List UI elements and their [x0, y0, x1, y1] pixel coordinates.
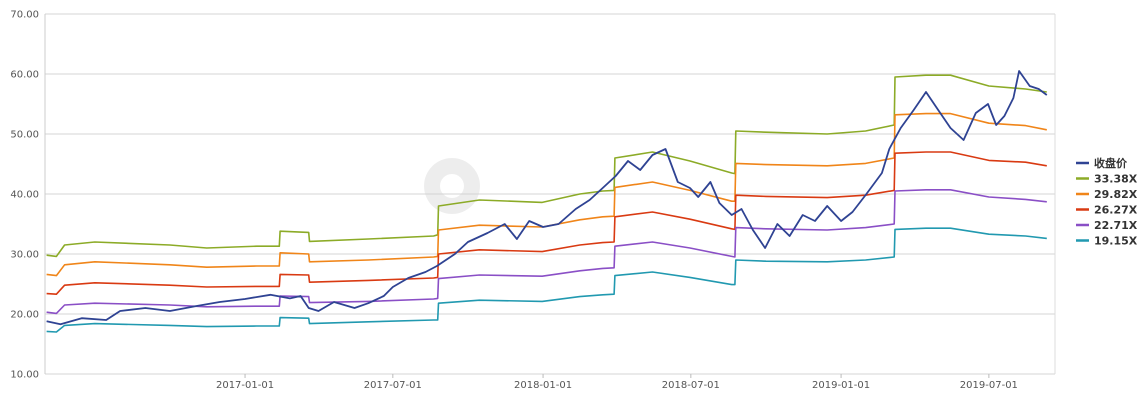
legend-item[interactable]: 29.82X [1076, 188, 1138, 201]
legend-label: 33.38X [1094, 173, 1138, 186]
legend-item[interactable]: 26.27X [1076, 204, 1138, 217]
y-tick-label: 20.00 [10, 310, 39, 321]
legend-item[interactable]: 19.15X [1076, 235, 1138, 248]
x-tick-label: 2018-07-01 [662, 380, 720, 391]
y-axis-ticks: 10.00 20.00 30.00 40.00 50.00 60.00 70.00 [10, 10, 39, 381]
watermark [424, 158, 480, 214]
legend-label: 22.71X [1094, 219, 1138, 232]
legend-item[interactable]: 33.38X [1076, 173, 1138, 186]
series-lines [46, 70, 1048, 333]
x-tick-label: 2019-07-01 [960, 380, 1018, 391]
series-line-pe-29-82x [46, 112, 1047, 277]
x-tick-label: 2017-01-01 [216, 380, 274, 391]
plot-frame [44, 14, 1056, 374]
x-tick-label: 2018-01-01 [514, 380, 572, 391]
y-tick-label: 10.00 [10, 370, 39, 381]
legend-label: 19.15X [1094, 235, 1138, 248]
y-tick-label: 60.00 [10, 70, 39, 81]
x-axis-ticks: 2017-01-01 2017-07-01 2018-01-01 2018-07-01… [216, 374, 1018, 391]
legend-item[interactable]: 22.71X [1076, 219, 1138, 232]
y-tick-label: 30.00 [10, 250, 39, 261]
legend-label: 29.82X [1094, 188, 1138, 201]
y-gridlines [45, 13, 1055, 375]
series-line-pe-26-27x [46, 151, 1047, 295]
y-tick-label: 70.00 [10, 10, 39, 21]
y-tick-label: 40.00 [10, 190, 39, 201]
legend[interactable]: 收盘价 33.38X 29.82X 26.27X 22.71X 19.15X [1076, 156, 1138, 248]
legend-label: 26.27X [1094, 204, 1138, 217]
x-tick-label: 2017-07-01 [364, 380, 422, 391]
watermark-logo-inner [440, 174, 464, 198]
legend-label: 收盘价 [1094, 156, 1128, 170]
series-line-pe-22-71x [46, 189, 1047, 315]
series-line-closing-price [46, 70, 1048, 326]
series-line-pe-19-15x [46, 227, 1047, 333]
x-tick-label: 2019-01-01 [812, 380, 870, 391]
y-tick-label: 50.00 [10, 130, 39, 141]
legend-item[interactable]: 收盘价 [1076, 156, 1128, 170]
